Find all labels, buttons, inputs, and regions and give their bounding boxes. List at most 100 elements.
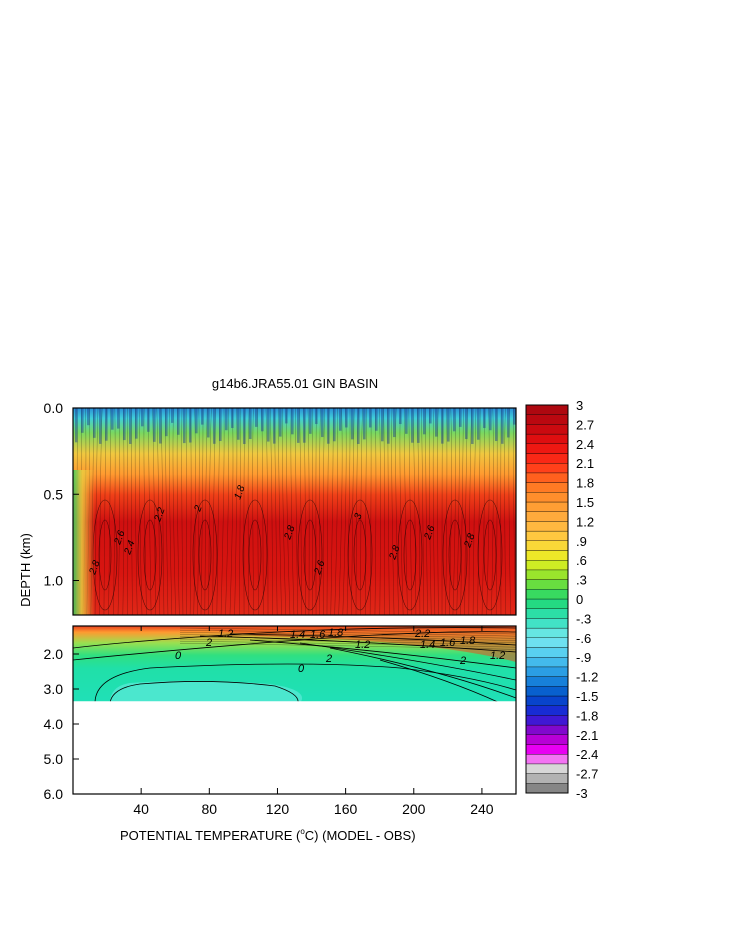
contour-line [122,408,125,615]
contour-label: 1.6 [310,629,326,641]
contour-line [286,408,291,615]
contour-line [323,408,325,615]
surface-streak [105,408,108,441]
surface-streak [237,408,240,440]
contour-label: 2 [459,655,466,667]
contour-line [445,408,448,615]
contour-line [383,408,385,615]
contour-line [299,408,302,615]
contour-line [181,408,184,615]
contour-line [408,408,412,615]
colorbar-swatch [525,433,569,444]
surface-streak [351,408,354,440]
contour-label: 1.4 [420,639,435,651]
contour-line [265,408,269,615]
colorbar-label: 2.1 [576,456,594,471]
contour-core [303,519,317,591]
surface-streak [123,408,126,441]
contour-line [179,634,516,641]
contour-line [290,408,295,615]
surface-streak [309,408,312,434]
lower-cool-core [110,680,302,703]
contour-line [477,408,481,615]
contour-line [433,408,436,615]
colorbar-swatch [525,695,569,706]
surface-streak [435,408,438,437]
contour-line [319,408,321,615]
surface-streak [177,408,180,435]
colorbar-swatch [525,754,569,765]
surface-streak [231,408,234,429]
contour-line [460,408,464,615]
colorbar-swatch [525,724,569,735]
contour-line [303,408,306,615]
colorbar-swatch [525,763,569,774]
contour-line [412,408,417,615]
contour-line [486,408,490,615]
contour-line [329,647,516,699]
colorbar-swatch [525,734,569,745]
colorbar-label: -2.4 [576,747,598,762]
colorbar-swatch [525,463,569,474]
surface-streak [267,408,270,442]
contour-line [99,408,103,615]
surface-streak [333,408,336,442]
contour-line [208,408,212,615]
contour-core [353,519,367,591]
colorbar-label: -.3 [576,611,591,626]
contour-line [449,408,452,615]
y-axis-label: DEPTH (km) [18,533,33,607]
contour-line [176,408,180,615]
colorbar-label: -1.8 [576,708,598,723]
colorbar-swatch [525,550,569,561]
contour-core [192,499,218,611]
contour-core [248,519,262,591]
contour-line [456,408,460,615]
contour-line [239,408,241,615]
contour-line [338,408,343,615]
surface-streak [291,408,294,435]
surface-streak [507,408,510,438]
contour-core [198,519,212,591]
surface-streak [279,408,282,437]
surface-streak [465,408,468,440]
contour-line [204,408,208,615]
surface-streak [207,408,210,438]
contour-line [404,408,408,615]
contour-label: 2.6 [112,529,128,547]
contour-line [472,408,477,615]
contour-label: 3 [352,512,364,521]
contour-line [299,642,516,681]
contour-label: 2.4 [122,539,138,557]
contour-line [274,408,278,615]
contour-label: 2 [325,653,332,665]
surface-streak [471,408,474,444]
colorbar-label: -2.7 [576,767,598,782]
colorbar-swatch [525,627,569,638]
surface-streak [243,408,246,444]
contour-line [391,408,395,615]
colorbar-swatch [525,404,569,415]
surface-streak [159,408,162,444]
colorbar-label: -.6 [576,631,591,646]
surface-streak [387,408,390,444]
surface-streak [369,408,372,428]
colorbar-swatch [525,637,569,648]
contour-core [143,519,157,591]
surface-streak [447,408,450,442]
colorbar-label: -1.5 [576,689,598,704]
contour-label: 2.8 [387,544,403,562]
y-tick-label: 3.0 [44,681,64,697]
contour-line [278,408,282,615]
contour-line [417,408,421,615]
contour-line [425,408,428,615]
contour-line [513,408,516,615]
colorbar: 3 2.7 2.4 2.1 1.8 1.5 1.2 .9 .6 .3 0 -.3 -.6 -.9 -1.2 -… [525,398,598,801]
surface-streak [321,408,324,438]
surface-streak [501,408,504,444]
surface-streak [327,408,330,444]
contour-line [199,635,516,653]
contour-core [448,519,462,591]
contour-line [326,408,330,615]
